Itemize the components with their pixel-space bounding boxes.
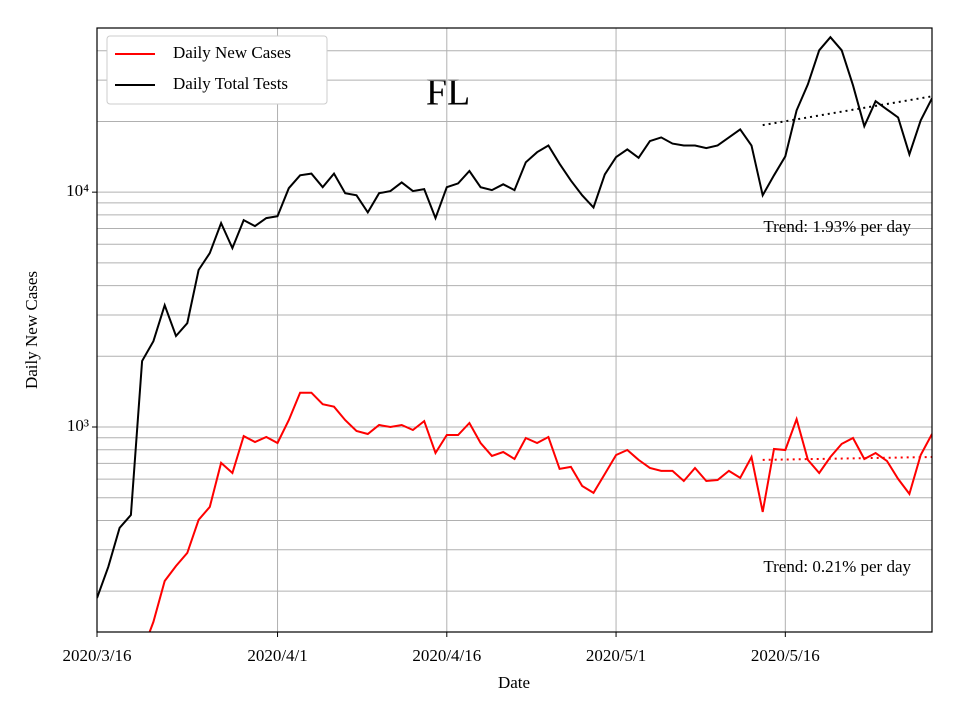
x-tick-label: 2020/4/1	[247, 646, 307, 665]
trend-label: Trend: 0.21% per day	[763, 557, 911, 576]
x-tick-label: 2020/4/16	[412, 646, 481, 665]
trend-label: Trend: 1.93% per day	[763, 217, 911, 236]
x-tick-label: 2020/3/16	[63, 646, 132, 665]
data-line	[97, 35, 932, 599]
x-tick-label: 2020/5/1	[586, 646, 646, 665]
legend-label: Daily Total Tests	[173, 74, 288, 93]
legend-box	[106, 35, 328, 105]
x-axis-label: Date	[498, 673, 530, 692]
trend-line	[762, 95, 932, 127]
chart-title: FL	[426, 72, 470, 114]
y-axis-label: Daily New Cases	[22, 271, 41, 389]
y-tick-label: 10⁴	[66, 181, 89, 200]
x-tick-label: 2020/5/16	[751, 646, 820, 665]
trend-line	[762, 456, 932, 461]
data-line	[148, 391, 932, 632]
plot-frame	[96, 27, 933, 633]
plot-area	[97, 35, 932, 632]
legend-label: Daily New Cases	[173, 43, 291, 62]
y-tick-label: 10³	[67, 416, 89, 435]
